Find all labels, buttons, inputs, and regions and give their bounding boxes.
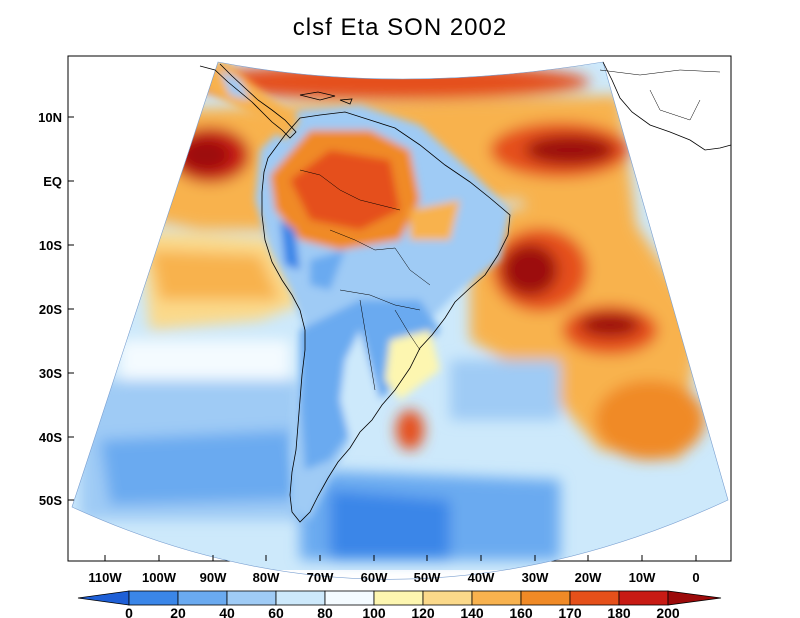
lat-label: 20S — [39, 302, 62, 317]
lat-label: 40S — [39, 430, 62, 445]
colorbar-swatch — [128, 590, 179, 606]
colorbar-label: 40 — [219, 605, 235, 618]
lat-label: 30S — [39, 366, 62, 381]
colorbar-swatch — [569, 590, 620, 606]
colorbar-high-arrow — [667, 590, 722, 606]
map-title: clsf Eta SON 2002 — [292, 14, 508, 41]
lon-label: 100W — [142, 570, 177, 585]
country-borders — [299, 69, 721, 391]
colorbar-swatch — [520, 590, 571, 606]
lon-label: 90W — [200, 570, 227, 585]
lon-label: 60W — [361, 570, 388, 585]
colorbar-label: 60 — [268, 605, 284, 618]
colorbar-label: 100 — [362, 605, 386, 618]
eta-domain-field — [72, 62, 728, 570]
colorbar-swatch — [471, 590, 522, 606]
colorbar: 0 20 40 60 80 100 120 140 160 170 180 20… — [77, 590, 722, 618]
colorbar-label: 160 — [509, 605, 533, 618]
lat-label: EQ — [43, 174, 62, 189]
colorbar-swatch — [226, 590, 277, 606]
colorbar-swatch — [177, 590, 228, 606]
lon-label: 70W — [307, 570, 334, 585]
colorbar-label: 200 — [656, 605, 680, 618]
coastlines — [199, 61, 732, 523]
lat-label: 50S — [39, 493, 62, 508]
colorbar-swatch — [324, 590, 375, 606]
lon-label: 40W — [468, 570, 495, 585]
longitude-axis: 110W 100W 90W 80W 70W 60W 50W 40W 30W 20… — [88, 555, 700, 585]
colorbar-label: 0 — [125, 605, 133, 618]
colorbar-label: 180 — [607, 605, 631, 618]
colorbar-label: 170 — [558, 605, 582, 618]
lat-label: 10N — [38, 110, 62, 125]
lon-label: 80W — [253, 570, 280, 585]
colorbar-low-arrow — [77, 590, 130, 606]
lon-label: 10W — [629, 570, 656, 585]
colorbar-label: 80 — [317, 605, 333, 618]
colorbar-swatch — [373, 590, 424, 606]
latitude-axis: 10N EQ 10S 20S 30S 40S 50S — [38, 110, 74, 508]
lon-label: 20W — [575, 570, 602, 585]
lon-label: 30W — [522, 570, 549, 585]
lon-label: 110W — [88, 570, 122, 585]
domain-border — [71, 61, 729, 580]
lat-label: 10S — [39, 238, 62, 253]
colorbar-label: 140 — [460, 605, 484, 618]
colorbar-swatch — [618, 590, 669, 606]
lon-label: 50W — [414, 570, 441, 585]
lon-label: 0 — [692, 570, 699, 585]
colorbar-label: 120 — [411, 605, 435, 618]
colorbar-swatch — [275, 590, 326, 606]
colorbar-swatch — [422, 590, 473, 606]
colorbar-label: 20 — [170, 605, 186, 618]
